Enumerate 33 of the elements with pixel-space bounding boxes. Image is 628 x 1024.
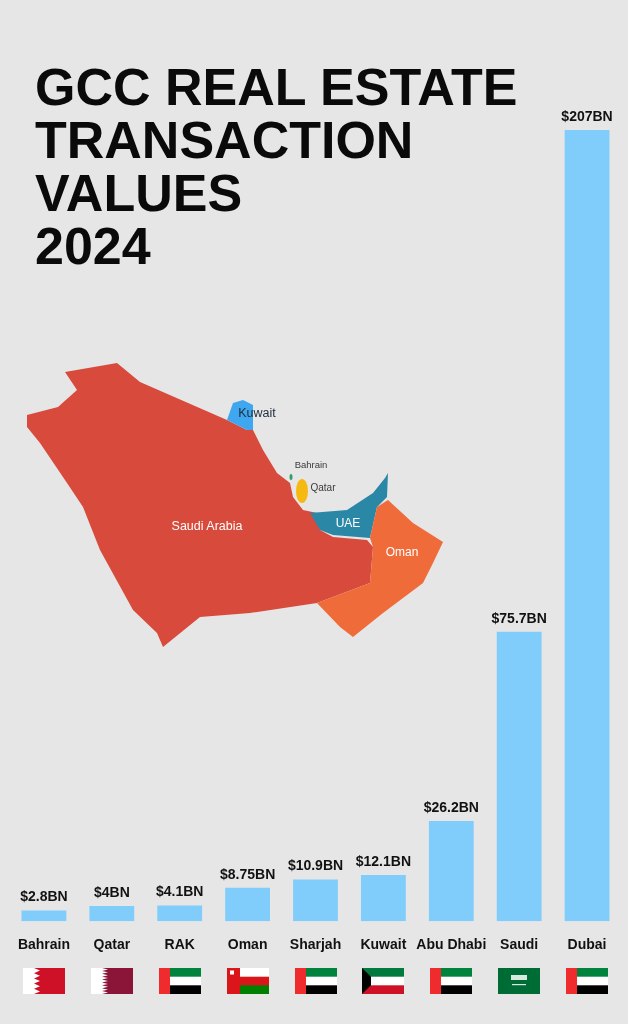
bar bbox=[21, 910, 67, 922]
bar bbox=[89, 905, 135, 922]
bar bbox=[428, 821, 474, 922]
data-label: $2.8BN bbox=[20, 888, 68, 905]
chart-title: GCC REAL ESTATE TRANSACTION VALUES 2024 bbox=[35, 58, 518, 275]
data-label: $4BN bbox=[93, 883, 130, 900]
x-tick-label: Saudi bbox=[500, 936, 539, 953]
x-tick-label: Qatar bbox=[93, 936, 131, 953]
bar bbox=[360, 874, 406, 922]
data-label: $10.9BN bbox=[287, 857, 344, 874]
bar bbox=[225, 887, 271, 922]
data-label: $12.1BN bbox=[355, 852, 412, 869]
data-label: $8.75BN bbox=[219, 865, 276, 882]
annotation: Bahrain bbox=[294, 459, 328, 471]
data-label: $75.7BN bbox=[491, 609, 547, 626]
bar bbox=[564, 130, 610, 922]
annotation: Qatar bbox=[310, 482, 336, 493]
data-label: $207BN bbox=[561, 107, 613, 124]
x-tick-label: Abu Dhabi bbox=[416, 936, 487, 953]
annotation: UAE bbox=[335, 516, 361, 530]
x-tick-label: Kuwait bbox=[360, 936, 407, 953]
data-label: $26.2BN bbox=[423, 798, 479, 815]
x-tick-label: Bahrain bbox=[17, 936, 71, 953]
annotation: Saudi Arabia bbox=[171, 518, 243, 533]
bar bbox=[293, 879, 338, 922]
data-label: $4.1BN bbox=[155, 883, 204, 900]
bar bbox=[157, 905, 203, 922]
annotation: Oman bbox=[385, 545, 419, 559]
x-tick-label: Oman bbox=[227, 936, 268, 953]
x-tick-label: Dubai bbox=[567, 936, 607, 953]
x-tick-label: Sharjah bbox=[289, 936, 342, 953]
x-tick-label: RAK bbox=[164, 936, 195, 953]
bar bbox=[496, 631, 542, 922]
